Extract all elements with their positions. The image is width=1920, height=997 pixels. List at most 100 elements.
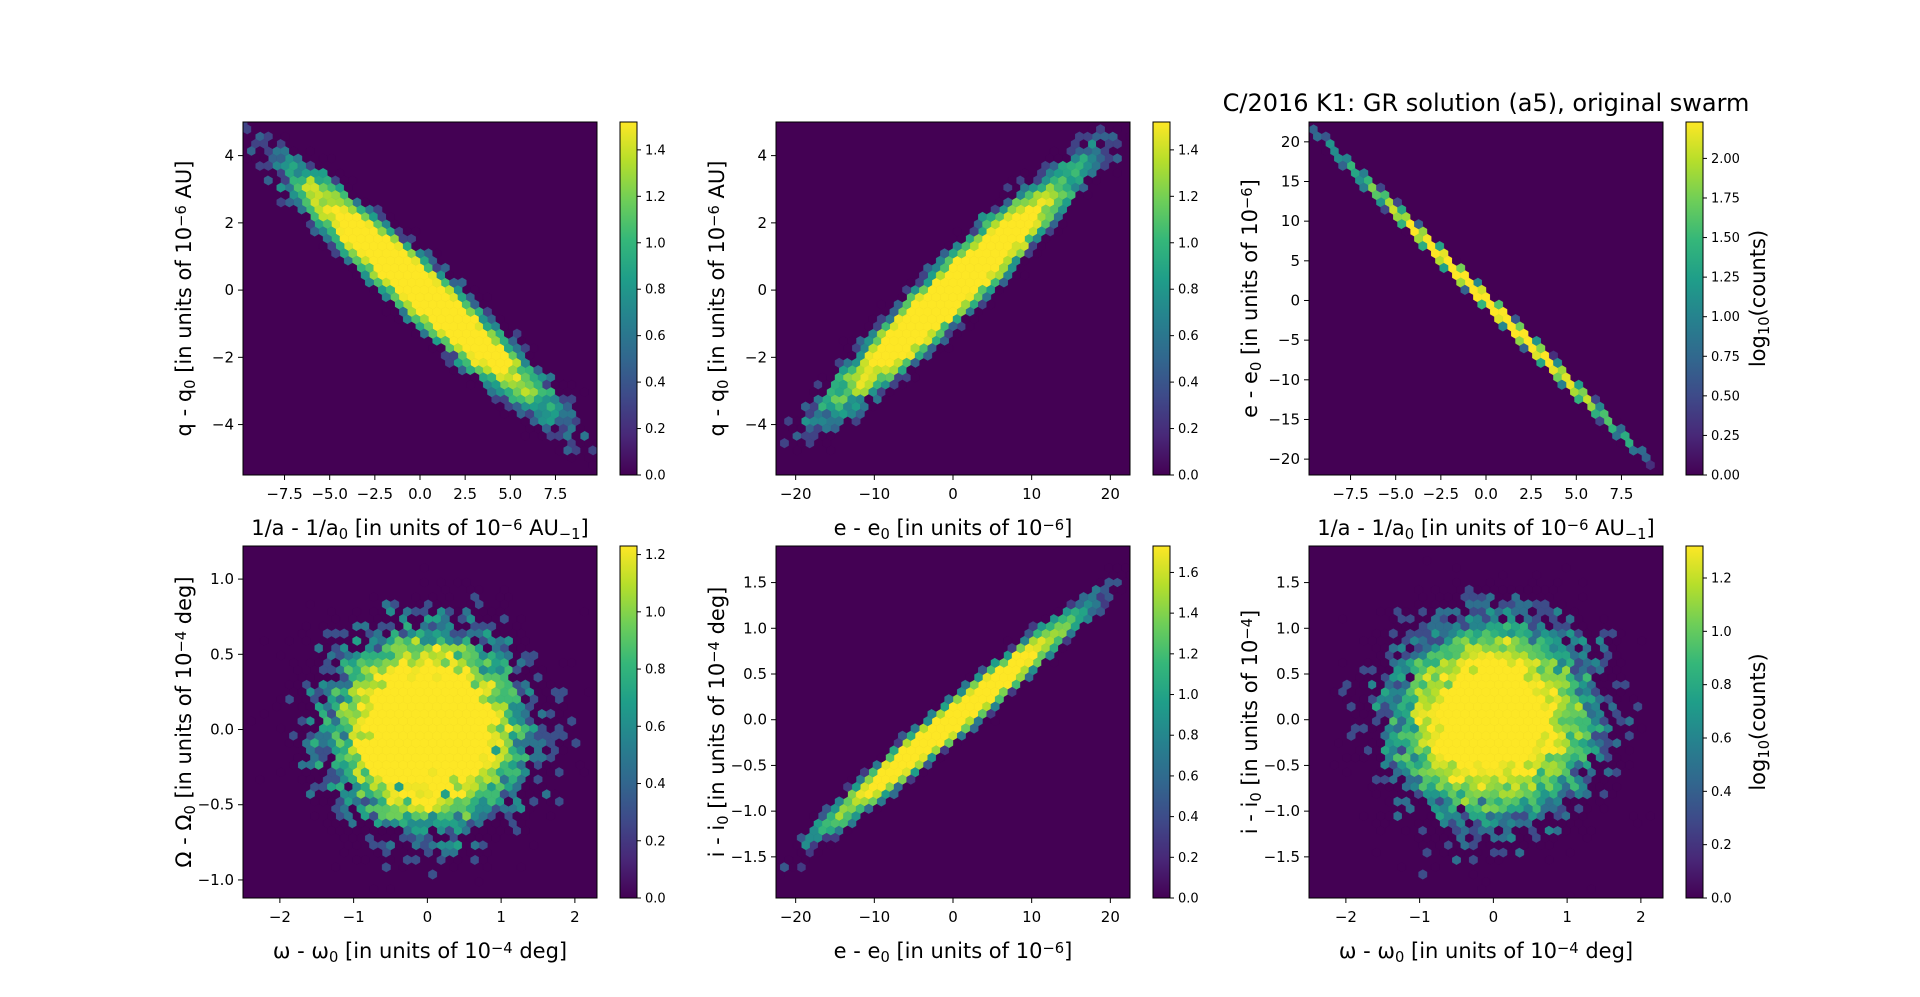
colorbar: [1152, 121, 1171, 476]
hexbin-cell: [1523, 584, 1533, 595]
hexbin-cell: [369, 284, 379, 295]
hexbin-cell: [411, 650, 421, 661]
hexbin-cell: [1372, 686, 1381, 698]
hexbin-cell: [348, 262, 357, 274]
hexbin-cell: [1376, 606, 1386, 617]
y-tick-label: 0.0: [743, 711, 767, 729]
hexbin-cell: [411, 226, 421, 237]
hexbin-cell: [436, 621, 446, 632]
hexbin-cell: [1452, 255, 1461, 266]
hexbin-cell: [784, 854, 794, 865]
hexbin-cell: [969, 226, 979, 237]
hexbin-cell: [386, 840, 395, 851]
hexbin-cell: [343, 810, 353, 822]
hexbin-cell: [999, 189, 1008, 201]
hexbin-cell: [318, 167, 328, 179]
hexbin-cell: [1591, 701, 1600, 712]
hexbin-cell: [986, 211, 996, 222]
x-tick-label: 2.5: [1519, 485, 1543, 503]
hexbin-cell: [876, 752, 886, 763]
hexbin-cell: [1359, 694, 1369, 705]
hexbin-cell: [1334, 737, 1343, 749]
hexbin-cell: [411, 591, 421, 603]
hexbin-cell: [986, 299, 996, 310]
hexbin-cell: [1452, 577, 1461, 588]
hexbin-cell: [550, 394, 560, 405]
hexbin-cell: [1540, 832, 1550, 844]
hexbin-cell: [411, 240, 421, 252]
hexbin-cell: [1519, 328, 1529, 339]
hexbin-cell: [843, 825, 853, 836]
hexbin-cell: [419, 577, 429, 588]
hexbin-cell: [1112, 167, 1122, 179]
colorbar-tick-label: 2.00: [1711, 152, 1740, 167]
hexbin-cell: [491, 745, 501, 756]
hexbin-cell: [1384, 796, 1394, 807]
hexbin-cell: [994, 650, 1004, 661]
x-tick-label: 0: [1489, 908, 1499, 926]
hexbin-cell: [280, 131, 290, 142]
hexbin-cell: [466, 379, 475, 390]
hexbin-cell: [276, 767, 286, 778]
hexbin-cell: [1582, 628, 1592, 639]
y-tick-label: −2: [212, 348, 234, 366]
hexbin-cell: [876, 299, 886, 310]
hexbin-cell: [483, 306, 492, 317]
hexbin-cell: [826, 445, 836, 456]
colorbar-tick-label: 0.2: [1178, 851, 1199, 866]
colorbar-tick-label: 0.00: [1711, 469, 1740, 484]
hexbin-cell: [1439, 262, 1449, 274]
hexbin-cell: [1561, 562, 1571, 573]
colorbar-tick-label: 0.0: [1178, 892, 1199, 907]
hexbin-cell: [1540, 789, 1550, 800]
hexbin-cell: [276, 723, 286, 734]
colorbar-tick-label: 1.0: [1178, 688, 1199, 703]
chart-panel-bottom-left: −2 −1 0 1 2 −1.0 −0.5 0.0 0.5 1.0 ω - ω0 [in units…: [172, 545, 666, 966]
hexbin-cell: [1490, 292, 1499, 303]
colorbar-tick-label: 0.8: [645, 283, 666, 298]
hexbin-cell: [407, 613, 416, 625]
hexbin-cell: [1460, 284, 1470, 295]
hexbin-cell: [284, 635, 294, 646]
colorbar-tick-label: 0.6: [1178, 329, 1199, 344]
hexbin-cell: [310, 810, 320, 822]
hexbin-cell: [1443, 781, 1453, 792]
hexbin-cell: [259, 708, 269, 719]
hexbin-cell: [478, 825, 488, 836]
hexbin-cell: [1405, 672, 1415, 683]
x-tick-label: −5.0: [1377, 485, 1413, 503]
hexbin-cell: [1426, 810, 1436, 822]
colorbar-tick-label: 0.0: [645, 892, 666, 907]
hexbin-cell: [504, 737, 513, 749]
y-tick-label: 0: [1290, 291, 1300, 309]
hexbin-cell: [516, 613, 526, 625]
hexbin-cell: [1599, 803, 1609, 814]
x-tick-label: 0: [948, 908, 958, 926]
hexbin-cell: [796, 847, 806, 858]
hexbin-cell: [402, 284, 412, 295]
hexbin-cell: [1468, 825, 1478, 836]
y-tick-label: 1.0: [1276, 619, 1300, 637]
hexbin-cell: [927, 343, 937, 354]
hexbin-cell: [1452, 810, 1461, 822]
hexbin-cell: [1591, 394, 1600, 405]
hexbin-cell: [961, 313, 971, 325]
hexbin-cell: [1498, 716, 1508, 727]
hexbin-cell: [1397, 745, 1407, 756]
hexbin-cell: [1498, 613, 1508, 625]
hexbin-cell: [542, 759, 551, 771]
colorbar-tick-label: 1.4: [1178, 607, 1199, 622]
hexbin-cell: [1397, 789, 1407, 800]
hexbin-cell: [398, 628, 408, 639]
hexbin-cell: [1418, 240, 1428, 252]
hexbin-cell: [1477, 299, 1487, 310]
y-tick-label: 0.5: [1276, 665, 1300, 683]
hexbin-cell: [411, 781, 421, 792]
hexbin-cell: [533, 379, 543, 390]
hexbin-cell: [1599, 774, 1609, 785]
hexbin-cell: [1414, 818, 1423, 829]
hexbin-cell: [1574, 657, 1584, 668]
hexbin-cell: [1380, 716, 1390, 727]
hexbin-cell: [432, 672, 442, 683]
x-axis-label: ω - ω0 [in units of 10−4 deg]: [1339, 939, 1633, 966]
